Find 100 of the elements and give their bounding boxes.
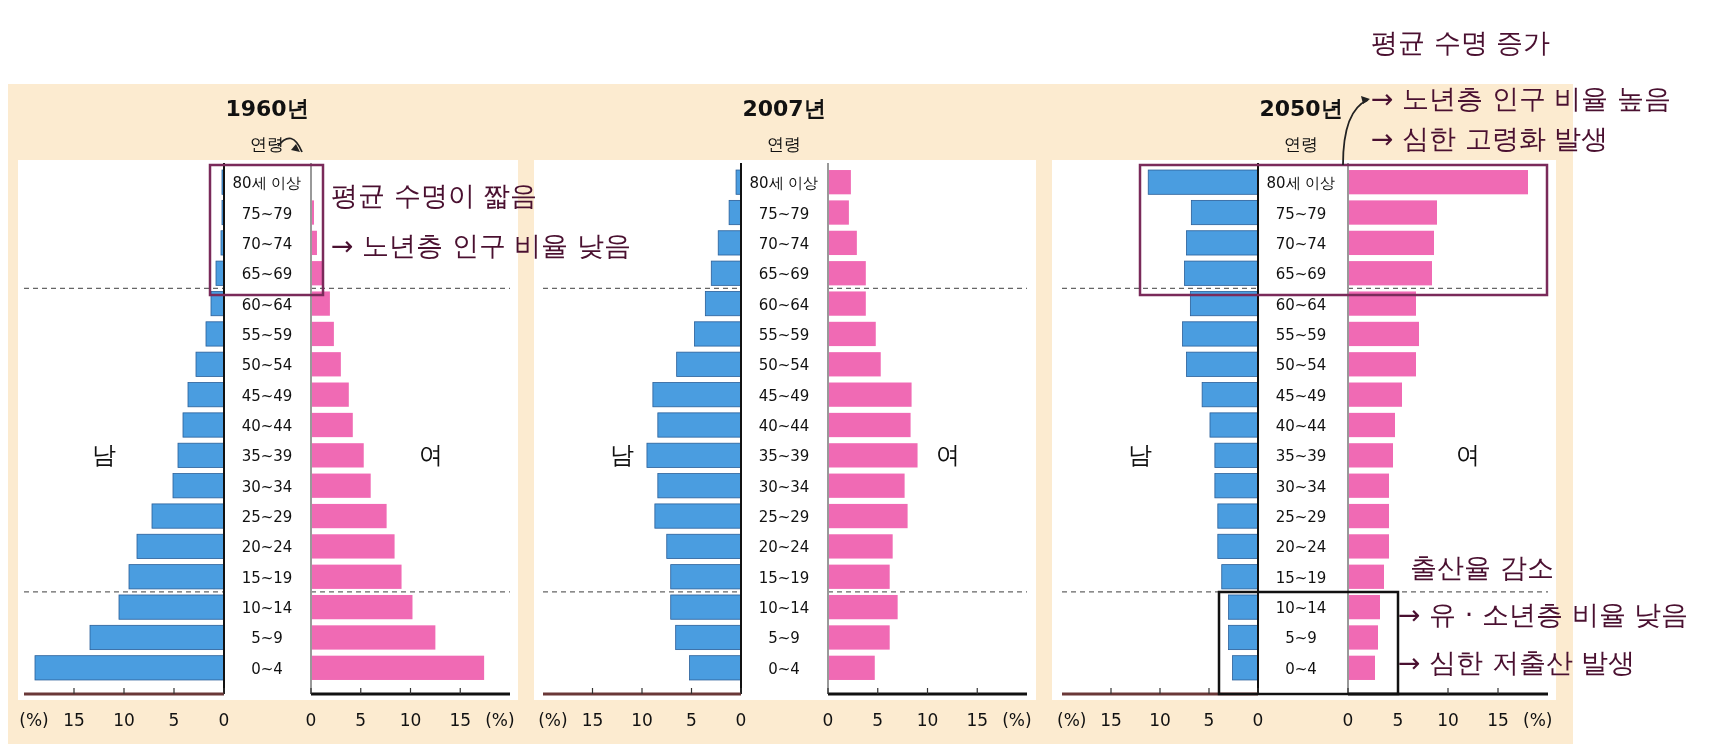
x-tick-label: 15	[1487, 710, 1509, 730]
y-tick-label: 10~14	[1275, 599, 1327, 618]
y-tick-label: 70~74	[241, 234, 293, 253]
y-tick-label: 40~44	[1275, 417, 1327, 435]
x-tick-label: 15	[63, 710, 85, 730]
y-tick-label: 75~79	[1275, 204, 1327, 223]
y-tick-label: 55~59	[758, 325, 810, 344]
chart-title: 1960년	[225, 96, 309, 121]
y-tick-label: 80세 이상	[749, 174, 819, 193]
x-tick-label: 10	[916, 710, 939, 730]
series-label: 여	[418, 441, 443, 470]
x-tick-label: 0	[305, 710, 317, 730]
y-tick-label: 10~14	[758, 599, 810, 618]
x-tick-label: 10	[113, 710, 135, 730]
y-tick-label: 50~54	[241, 356, 293, 375]
y-tick-label: 35~39	[241, 447, 293, 466]
y-tick-label: 60~64	[758, 295, 810, 314]
y-tick-label: 60~64	[1275, 295, 1327, 314]
chart-title: 2007년	[742, 96, 826, 121]
y-tick-label: 30~34	[241, 477, 293, 496]
text: 남	[1128, 441, 1152, 470]
y-tick-label: 25~29	[758, 508, 810, 527]
y-axis-title: 연령	[767, 134, 801, 154]
y-tick-label: 30~34	[758, 477, 810, 496]
x-axis-title: (%)	[19, 710, 49, 730]
x-tick-label: 10	[399, 710, 422, 730]
x-tick-label: 0	[1252, 710, 1264, 730]
annotation: → 심한 저출산 발생	[1398, 647, 1636, 678]
x-axis-title: (%)	[1523, 710, 1553, 730]
y-tick-label: 5~9	[251, 629, 283, 648]
x-axis-title: (%)	[538, 710, 568, 730]
x-tick-label: 10	[631, 710, 653, 730]
x-tick-label: 0	[1342, 710, 1354, 730]
y-tick-label: 0~4	[1285, 659, 1317, 678]
series-label: 여	[935, 441, 960, 470]
y-tick-label: 30~34	[1275, 477, 1327, 496]
y-tick-label: 0~4	[251, 659, 283, 678]
x-tick-label: 15	[966, 710, 989, 730]
y-tick-label: 20~24	[758, 538, 810, 557]
annotation: 출산율 감소	[1410, 552, 1554, 583]
y-tick-label: 65~69	[758, 265, 810, 284]
text: 평균 수명 증가	[1371, 27, 1551, 58]
series-label: 남	[610, 441, 634, 470]
y-tick-label: 50~54	[1275, 356, 1327, 375]
y-axis-title: 연령	[1284, 134, 1318, 154]
x-tick-label: 5	[1203, 710, 1215, 730]
y-tick-label: 0~4	[768, 659, 800, 678]
annotation: 평균 수명이 짧음	[331, 180, 538, 211]
text: 남	[92, 441, 116, 470]
text: 여	[1456, 441, 1480, 470]
y-tick-label: 35~39	[758, 447, 810, 466]
y-tick-label: 20~24	[1275, 538, 1327, 557]
y-tick-label: 15~19	[241, 568, 293, 587]
y-tick-label: 50~54	[758, 356, 810, 375]
y-tick-label: 70~74	[1275, 234, 1327, 253]
x-tick-label: 15	[581, 710, 604, 730]
x-axis-title: (%)	[1057, 710, 1087, 730]
y-tick-label: 80세 이상	[1266, 174, 1336, 193]
x-tick-label: 0	[735, 710, 747, 730]
y-tick-label: 45~49	[1275, 386, 1327, 405]
y-tick-label: 80세 이상	[232, 174, 302, 193]
x-tick-label: 10	[1149, 710, 1171, 730]
y-tick-label: 15~19	[1275, 568, 1327, 587]
y-tick-label: 45~49	[758, 386, 810, 405]
x-tick-label: 0	[822, 710, 834, 730]
x-axis-title: (%)	[1002, 710, 1032, 730]
y-tick-label: 25~29	[1275, 508, 1327, 527]
x-tick-label: 10	[1437, 710, 1459, 730]
y-tick-label: 70~74	[758, 234, 810, 253]
y-tick-label: 55~59	[241, 325, 293, 344]
y-tick-label: 15~19	[758, 568, 810, 587]
y-tick-label: 60~64	[241, 295, 293, 314]
y-tick-label: 75~79	[241, 204, 293, 223]
annotation: → 노년층 인구 비율 낮음	[331, 230, 631, 261]
x-tick-label: 15	[449, 710, 472, 730]
chart-title: 2050년	[1259, 96, 1343, 121]
y-tick-label: 45~49	[241, 386, 293, 405]
y-tick-label: 5~9	[1285, 629, 1317, 648]
x-tick-label: 15	[1100, 710, 1122, 730]
y-tick-label: 20~24	[241, 538, 293, 557]
x-axis-title: (%)	[485, 710, 515, 730]
text: → 심한 고령화 발생	[1371, 123, 1609, 154]
y-tick-label: 65~69	[1275, 265, 1327, 284]
y-tick-label: 25~29	[241, 508, 293, 527]
y-tick-label: 40~44	[241, 417, 293, 435]
x-tick-label: 5	[686, 710, 697, 730]
x-tick-label: 5	[168, 710, 180, 730]
x-tick-label: 5	[1392, 710, 1404, 730]
y-tick-label: 5~9	[768, 629, 800, 648]
y-tick-label: 10~14	[241, 599, 293, 618]
y-tick-label: 75~79	[758, 204, 810, 223]
x-tick-label: 0	[218, 710, 230, 730]
y-axis-title: 연령	[250, 134, 284, 154]
y-tick-label: 35~39	[1275, 447, 1327, 466]
y-tick-label: 65~69	[241, 265, 293, 284]
y-tick-label: 55~59	[1275, 325, 1327, 344]
text: → 노년층 인구 비율 높음	[1371, 83, 1671, 114]
annotation: → 유 · 소년층 비율 낮음	[1398, 599, 1689, 630]
x-tick-label: 5	[355, 710, 367, 730]
x-tick-label: 5	[872, 710, 884, 730]
